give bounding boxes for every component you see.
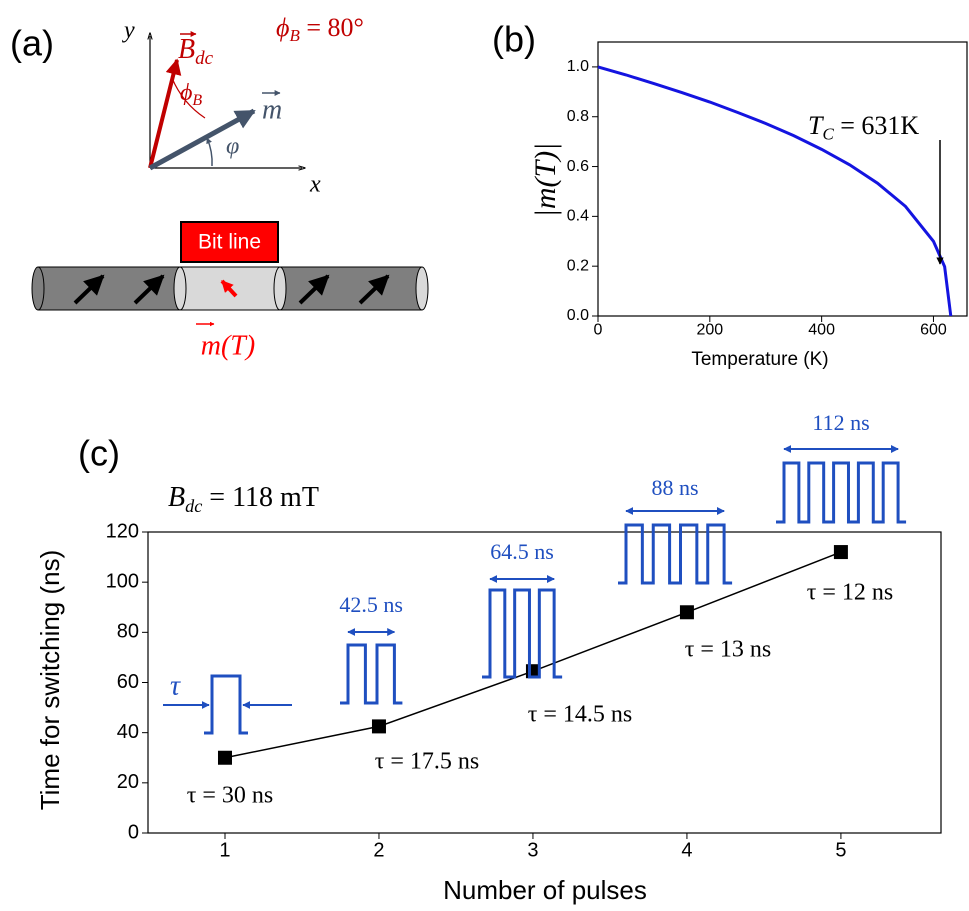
width-symbol: τ bbox=[170, 670, 181, 701]
domain-arrow bbox=[133, 274, 165, 305]
data-point bbox=[679, 605, 694, 620]
y-tick-label: 0 bbox=[128, 821, 139, 843]
annotation: TC = 631K bbox=[808, 111, 919, 143]
train-label: 64.5 ns bbox=[490, 539, 554, 564]
wire-segment bbox=[37, 266, 181, 311]
x-axis-label: Number of pulses bbox=[443, 875, 647, 905]
setting-label: ϕB = 80° bbox=[276, 13, 364, 45]
y-axis-label: |m(T)| bbox=[529, 143, 562, 218]
x-tick-label: 200 bbox=[696, 322, 723, 339]
bit-line-label: Bit line bbox=[198, 231, 261, 254]
annotation-rest: = 118 mT bbox=[202, 482, 319, 513]
pulse-train bbox=[340, 643, 403, 705]
y-tick-label: 100 bbox=[106, 570, 139, 592]
train-label: 88 ns bbox=[652, 475, 699, 500]
x-axis-label: Temperature (K) bbox=[691, 349, 828, 370]
pulse-train bbox=[482, 588, 563, 679]
moment-label: m bbox=[262, 94, 282, 125]
data-point bbox=[833, 545, 848, 560]
y-tick-label: 0.4 bbox=[567, 208, 589, 225]
angle-b-label: ϕB bbox=[180, 80, 202, 109]
wire-end bbox=[273, 266, 287, 311]
data-point bbox=[371, 719, 386, 734]
pulse-train bbox=[776, 461, 907, 524]
x-tick-label: 3 bbox=[527, 839, 538, 861]
y-axis-label: Time for switching (ns) bbox=[35, 550, 65, 811]
y-tick-label: 40 bbox=[117, 721, 139, 743]
x-tick-label: 400 bbox=[808, 322, 835, 339]
y-tick-label: 80 bbox=[117, 621, 139, 643]
panel-label: (a) bbox=[10, 23, 54, 64]
pulse-label: τ = 12 ns bbox=[807, 580, 894, 606]
moment-arrow bbox=[148, 108, 256, 171]
panel-a: (a) y x Bdc ϕB m φ ϕB = 80° Bit line m(T… bbox=[10, 13, 429, 361]
y-tick-label: 20 bbox=[117, 771, 139, 793]
annotation-rest: = 631K bbox=[834, 111, 920, 140]
x-tick-label: 1 bbox=[219, 839, 230, 861]
data-line bbox=[597, 65, 953, 317]
annotation-symbol: T bbox=[808, 111, 824, 140]
domain-arrow bbox=[298, 274, 330, 305]
pulse-label: τ = 14.5 ns bbox=[528, 702, 633, 728]
annotation-sub: dc bbox=[185, 496, 202, 516]
panel-label: (b) bbox=[492, 19, 536, 60]
bit-line bbox=[180, 221, 279, 263]
annotation-symbol: B bbox=[168, 482, 185, 513]
pulse-train bbox=[204, 674, 248, 735]
train-label: 42.5 ns bbox=[339, 592, 403, 617]
moment-t-label: m(T) bbox=[201, 330, 255, 361]
field-arrow bbox=[148, 58, 182, 169]
pulse-label: τ = 13 ns bbox=[685, 637, 772, 663]
y-tick-label: 0.6 bbox=[567, 158, 589, 175]
wire-end bbox=[415, 266, 429, 311]
x-tick-label: 600 bbox=[920, 322, 947, 339]
axis-x: x bbox=[309, 172, 321, 198]
angle-b-arc bbox=[171, 77, 206, 119]
domain-arrow bbox=[73, 274, 105, 305]
y-tick-label: 1.0 bbox=[567, 58, 589, 75]
y-tick-label: 0.8 bbox=[567, 108, 589, 125]
x-tick-label: 0 bbox=[594, 322, 603, 339]
wire-segment bbox=[179, 266, 281, 311]
x-tick-label: 5 bbox=[835, 839, 846, 861]
pulse-train bbox=[618, 523, 733, 585]
domain-arrow bbox=[220, 279, 238, 298]
y-tick-label: 0.0 bbox=[567, 307, 589, 324]
panel-label: (c) bbox=[78, 433, 120, 474]
annotation: Bdc = 118 mT bbox=[168, 482, 319, 516]
y-tick-label: 60 bbox=[117, 671, 139, 693]
x-tick-label: 4 bbox=[681, 839, 692, 861]
pulse-label: τ = 30 ns bbox=[187, 783, 274, 809]
annotation-sub: C bbox=[822, 124, 834, 143]
plot-frame bbox=[597, 41, 968, 317]
x-tick-label: 2 bbox=[373, 839, 384, 861]
domain-arrow bbox=[358, 274, 390, 305]
y-tick-label: 120 bbox=[106, 520, 139, 542]
wire-end bbox=[173, 266, 187, 311]
angle-m-label: φ bbox=[226, 134, 239, 160]
data-point bbox=[217, 750, 232, 765]
y-tick-label: 0.2 bbox=[567, 257, 589, 274]
field-label: Bdc bbox=[178, 34, 214, 69]
axis-y: y bbox=[122, 18, 135, 44]
pulse-label: τ = 17.5 ns bbox=[375, 749, 480, 775]
train-label: 112 ns bbox=[812, 410, 869, 435]
angle-m-arc bbox=[206, 137, 213, 167]
wire-end bbox=[31, 266, 45, 311]
